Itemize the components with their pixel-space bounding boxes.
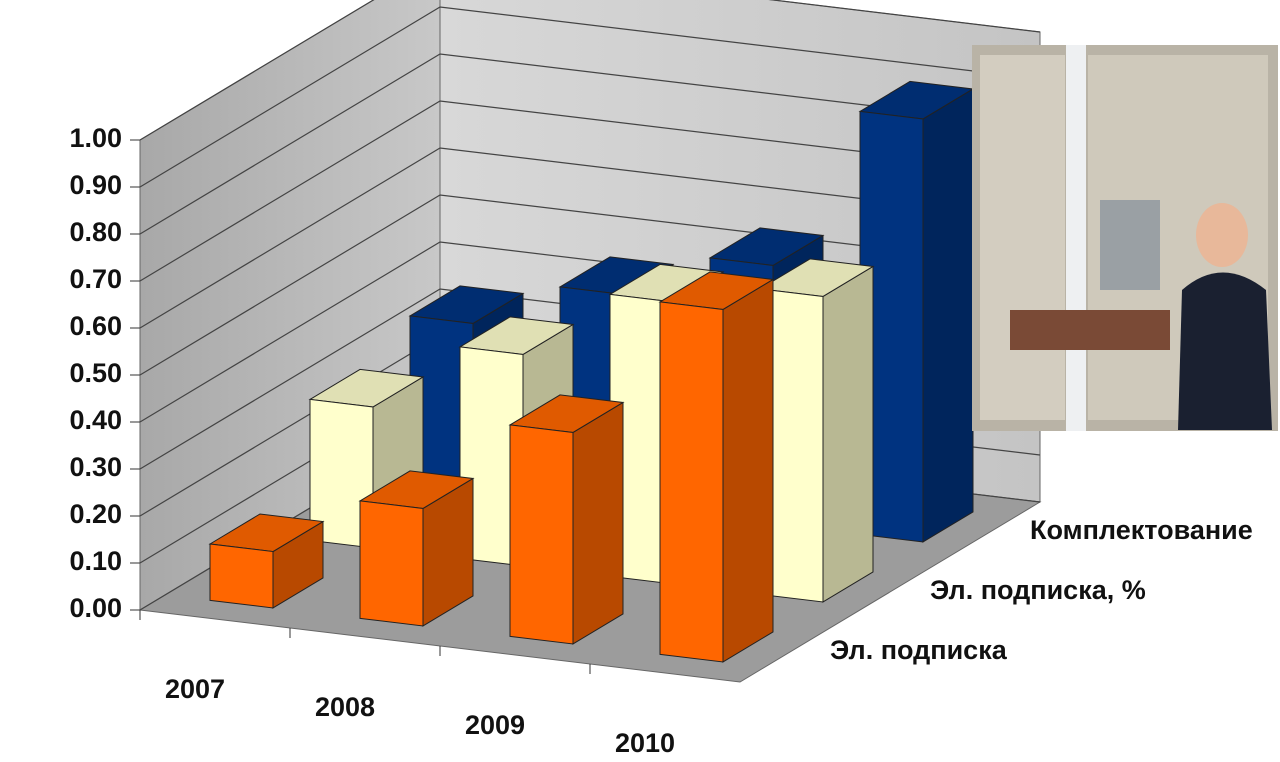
y-tick-label: 0.60 [69, 311, 122, 341]
bar [508, 394, 625, 645]
grid-line [139, 0, 1041, 141]
y-tick-label: 1.00 [69, 123, 122, 153]
bar-front [209, 543, 274, 609]
photo [972, 45, 1278, 431]
bar [208, 513, 325, 609]
bar-side [722, 278, 774, 663]
grid-line [139, 100, 1041, 282]
y-tick-label: 0.00 [69, 593, 122, 623]
bar-side [822, 265, 874, 603]
bar [358, 470, 475, 627]
bar [858, 80, 975, 543]
y-tick-label: 0.20 [69, 499, 122, 529]
bar-side [572, 401, 624, 645]
bar-front [859, 110, 924, 543]
y-tick-label: 0.30 [69, 452, 122, 482]
bar-front [459, 346, 524, 567]
bar-front [659, 301, 724, 663]
x-tick-label: 2007 [165, 674, 225, 704]
plot-area: 2007 2008 2009 2010 Эл. подписка Эл. подписка… [139, 80, 1253, 758]
x-tick-label: 2008 [315, 692, 375, 722]
x-tick-label: 2009 [465, 710, 525, 740]
bar-front [309, 398, 374, 549]
bar-front [359, 500, 424, 627]
y-tick-label: 0.40 [69, 405, 122, 435]
grid-line [139, 194, 1041, 376]
y-tick-label: 0.70 [69, 264, 122, 294]
bar-front [509, 424, 574, 645]
y-tick-label: 0.90 [69, 170, 122, 200]
grid-line [139, 6, 1041, 188]
bar [758, 258, 875, 603]
bar-side [922, 88, 974, 543]
y-tick-label: 0.80 [69, 217, 122, 247]
legend-label: Эл. подписка [830, 635, 1008, 665]
legend-label: Комплектование [1030, 515, 1253, 545]
x-tick-label: 2010 [615, 728, 675, 758]
legend-label: Эл. подписка, % [930, 575, 1146, 605]
y-tick-label: 0.50 [69, 358, 122, 388]
bar [658, 271, 775, 663]
grid-line [139, 147, 1041, 329]
y-tick-label: 0.10 [69, 546, 122, 576]
grid-line [139, 53, 1041, 235]
